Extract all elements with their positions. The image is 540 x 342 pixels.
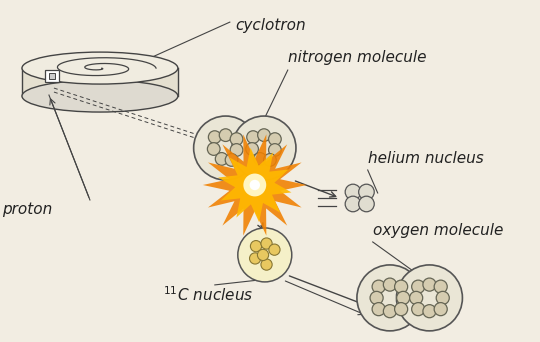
Circle shape: [225, 154, 238, 166]
Circle shape: [383, 305, 396, 318]
Circle shape: [345, 196, 361, 212]
Circle shape: [264, 154, 276, 166]
Circle shape: [219, 129, 232, 142]
Circle shape: [238, 228, 292, 282]
Text: oxygen molecule: oxygen molecule: [373, 223, 503, 238]
Circle shape: [396, 265, 462, 331]
Text: proton: proton: [2, 202, 52, 217]
Circle shape: [230, 144, 243, 156]
Circle shape: [268, 133, 281, 145]
Circle shape: [359, 196, 374, 212]
Circle shape: [258, 249, 268, 261]
Circle shape: [249, 253, 261, 264]
Circle shape: [383, 278, 396, 291]
Circle shape: [423, 305, 436, 318]
Text: cyclotron: cyclotron: [235, 18, 306, 33]
Circle shape: [397, 291, 410, 304]
Circle shape: [411, 303, 425, 316]
Polygon shape: [22, 68, 178, 96]
Circle shape: [410, 291, 423, 304]
Circle shape: [434, 303, 447, 316]
Text: nitrogen molecule: nitrogen molecule: [288, 50, 426, 65]
Circle shape: [372, 303, 385, 316]
Circle shape: [395, 280, 408, 293]
Circle shape: [268, 144, 281, 156]
Circle shape: [247, 131, 259, 143]
Circle shape: [232, 116, 296, 180]
Bar: [45, 70, 59, 82]
Circle shape: [269, 244, 280, 255]
Circle shape: [261, 238, 272, 249]
Circle shape: [258, 129, 271, 142]
Circle shape: [372, 280, 385, 293]
Circle shape: [246, 143, 259, 155]
Circle shape: [251, 240, 262, 252]
Polygon shape: [218, 148, 292, 222]
Circle shape: [395, 303, 408, 316]
Circle shape: [411, 280, 425, 293]
Ellipse shape: [22, 52, 178, 84]
Circle shape: [357, 265, 423, 331]
Circle shape: [194, 116, 258, 180]
Circle shape: [436, 291, 449, 304]
Circle shape: [254, 153, 266, 165]
Circle shape: [345, 184, 361, 200]
Bar: [49, 74, 55, 79]
Polygon shape: [203, 134, 307, 236]
Circle shape: [370, 291, 383, 304]
Ellipse shape: [22, 80, 178, 112]
Text: helium nucleus: helium nucleus: [368, 151, 483, 166]
Circle shape: [230, 133, 243, 145]
Circle shape: [208, 131, 221, 143]
Circle shape: [249, 180, 260, 190]
Circle shape: [215, 153, 228, 165]
Circle shape: [434, 280, 447, 293]
Circle shape: [261, 259, 272, 270]
Circle shape: [423, 278, 436, 291]
Text: $^{11}$C nucleus: $^{11}$C nucleus: [163, 285, 253, 304]
Circle shape: [359, 184, 374, 200]
Circle shape: [207, 143, 220, 155]
Circle shape: [244, 173, 266, 196]
